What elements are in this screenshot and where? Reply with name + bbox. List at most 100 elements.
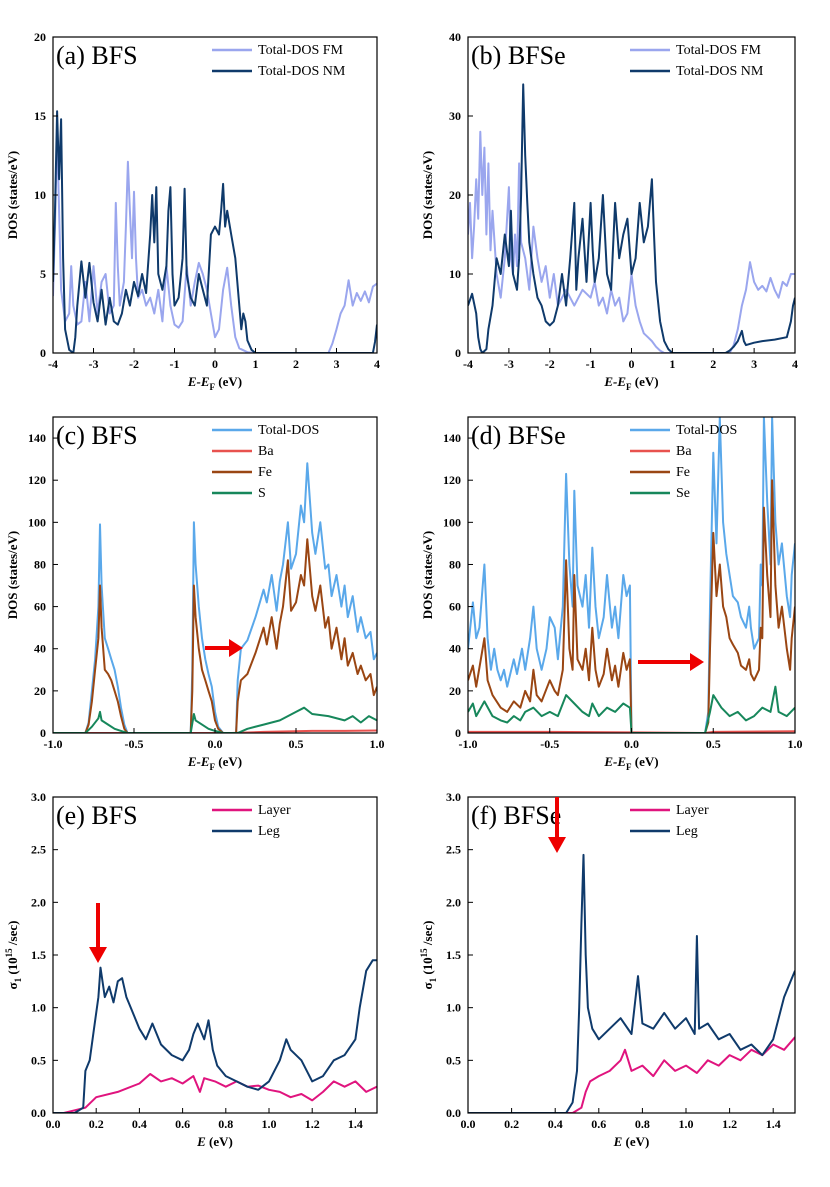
y-axis-label: σ1 (1015 /sec) [4, 921, 23, 990]
red-arrow-head [89, 947, 107, 963]
y-axis-label-main: DOS (states/eV) [5, 531, 20, 619]
y-tick-label: 2.5 [31, 843, 46, 857]
y-axis-label-rest: (10 [5, 957, 20, 978]
y-tick-label: 0 [40, 726, 46, 740]
series-line-total-dos-fm [468, 130, 795, 353]
legend-entry: Total-DOS [258, 423, 319, 438]
y-axis-label: DOS (states/eV) [5, 151, 20, 239]
panel-c: -1.0 -0.5 0.0 0.5 1.0 0 20 40 60 80 100 120 140 E-EF … [5, 416, 385, 772]
x-axis-label-unit: (eV) [632, 754, 659, 769]
legend-entry: S [258, 486, 266, 501]
x-axis-label-main: E-E [603, 754, 626, 769]
y-tick-label: 1.5 [31, 948, 46, 962]
y-tick-label: 0.0 [446, 1106, 461, 1120]
y-tick-label: 100 [28, 515, 46, 529]
legend-entry: Layer [676, 803, 709, 818]
x-tick-label: 0.4 [548, 1117, 563, 1131]
y-tick-label: 15 [34, 109, 46, 123]
x-tick-label: 0.6 [591, 1117, 606, 1131]
x-tick-label: -2 [129, 357, 139, 371]
panel-a: -4 -3 -2 -1 0 1 2 3 4 0 5 10 15 20 E-EF (eV) DOS (state… [5, 30, 380, 392]
y-axis-label: DOS (states/eV) [420, 151, 435, 239]
x-tick-label: -3 [89, 357, 99, 371]
y-axis-label-main: σ [420, 982, 435, 989]
x-tick-label: 4 [374, 357, 380, 371]
y-tick-label: 40 [34, 642, 46, 656]
x-axis-label-main: E-E [187, 754, 210, 769]
x-tick-label: 3 [751, 357, 757, 371]
legend-entry: Se [676, 486, 690, 501]
y-tick-label: 80 [449, 557, 461, 571]
series-line-total-dos [53, 462, 377, 733]
plot-frame [467, 36, 796, 354]
legend: Total-DOS FM Total-DOS NM [212, 43, 346, 79]
y-tick-label: 40 [449, 30, 461, 44]
x-axis-label-sub: F [210, 762, 216, 772]
x-tick-label: 3 [334, 357, 340, 371]
legend-entry: Total-DOS FM [676, 43, 762, 58]
x-axis-label: E-EF (eV) [603, 754, 658, 772]
red-arrow-annotation [89, 903, 107, 963]
x-tick-label: -2 [545, 357, 555, 371]
y-tick-label: 1.0 [446, 1001, 461, 1015]
x-tick-label: 0.8 [218, 1117, 233, 1131]
series-line-total-dos-nm [53, 110, 377, 353]
legend-entry: Ba [676, 444, 692, 459]
x-tick-label: 0.6 [175, 1117, 190, 1131]
series-line-fe [468, 479, 795, 733]
x-axis-label-main: E-E [187, 374, 210, 389]
y-tick-label: 0 [455, 346, 461, 360]
y-axis-label-rest: (10 [420, 957, 435, 978]
y-tick-label: 140 [443, 431, 461, 445]
x-tick-label: -1.0 [44, 737, 63, 751]
x-axis-label-unit: (eV) [215, 754, 242, 769]
red-arrow-annotation [548, 797, 566, 853]
x-axis-label: E-EF (eV) [187, 374, 242, 392]
x-tick-label: 2 [710, 357, 716, 371]
panel-title: (e) BFS [56, 801, 138, 830]
x-axis-label-unit: (eV) [632, 374, 659, 389]
x-axis-label-sub: F [626, 382, 632, 392]
panel-title: (c) BFS [56, 421, 138, 450]
plot-frame [52, 36, 378, 354]
x-axis-label-unit: (eV) [206, 1134, 233, 1149]
x-tick-label: 0.8 [635, 1117, 650, 1131]
series-group [53, 110, 377, 353]
legend-entry: Fe [258, 465, 272, 480]
y-tick-label: 1.5 [446, 948, 461, 962]
panel-title: (a) BFS [56, 41, 138, 70]
x-tick-label: 1.0 [370, 737, 385, 751]
x-tick-label: 0.4 [132, 1117, 147, 1131]
y-axis-label-main: DOS (states/eV) [5, 151, 20, 239]
x-tick-label: 1.2 [305, 1117, 320, 1131]
x-tick-label: 1.0 [679, 1117, 694, 1131]
y-axis-label-sub: 1 [428, 977, 438, 982]
y-tick-label: 2.0 [446, 895, 461, 909]
x-axis-label-unit: (eV) [215, 374, 242, 389]
legend: Layer Leg [630, 803, 709, 839]
legend: Total-DOS FM Total-DOS NM [630, 43, 764, 79]
y-tick-label: 10 [449, 267, 461, 281]
y-tick-label: 40 [449, 642, 461, 656]
panel-title: (d) BFSe [471, 421, 566, 450]
y-axis-label-sup: 15 [4, 948, 14, 958]
legend-entry: Total-DOS NM [258, 64, 346, 79]
y-tick-label: 2.0 [31, 895, 46, 909]
x-tick-label: -1.0 [459, 737, 478, 751]
legend: Total-DOS Ba Fe Se [630, 423, 737, 501]
y-tick-label: 140 [28, 431, 46, 445]
x-tick-label: 0.0 [624, 737, 639, 751]
panel-d: -1.0 -0.5 0.0 0.5 1.0 0 20 40 60 80 100 120 140 E-EF … [420, 416, 803, 772]
series-line-ba [53, 729, 377, 733]
red-arrow-annotation [205, 639, 243, 657]
x-axis-label: E-EF (eV) [603, 374, 658, 392]
y-tick-label: 20 [449, 684, 461, 698]
y-tick-label: 20 [34, 684, 46, 698]
y-axis-label: DOS (states/eV) [420, 531, 435, 619]
x-tick-label: 1.2 [722, 1117, 737, 1131]
x-tick-label: -4 [48, 357, 58, 371]
panel-title: (b) BFSe [471, 41, 566, 70]
x-tick-label: -0.5 [125, 737, 144, 751]
legend: Total-DOS Ba Fe S [212, 423, 319, 501]
